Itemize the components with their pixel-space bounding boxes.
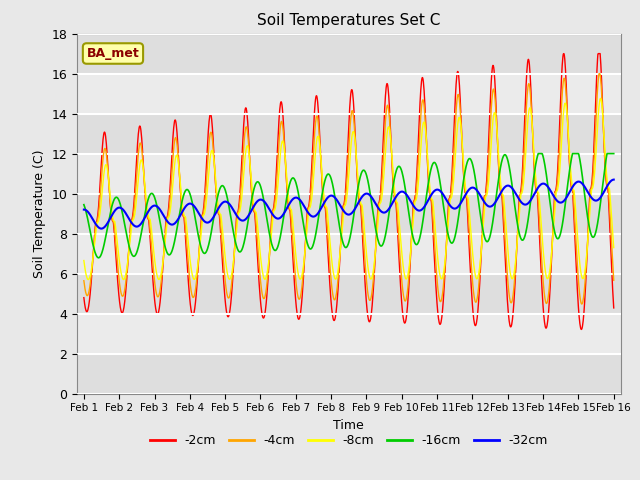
- Bar: [77, 73, 621, 114]
- Text: BA_met: BA_met: [86, 47, 140, 60]
- Bar: [77, 274, 621, 313]
- Bar: [77, 313, 621, 354]
- Bar: [77, 234, 621, 274]
- Bar: [77, 354, 621, 394]
- X-axis label: Time: Time: [333, 419, 364, 432]
- Bar: [77, 193, 621, 234]
- Y-axis label: Soil Temperature (C): Soil Temperature (C): [33, 149, 45, 278]
- Bar: [77, 154, 621, 193]
- Bar: [77, 114, 621, 154]
- Bar: [77, 34, 621, 73]
- Title: Soil Temperatures Set C: Soil Temperatures Set C: [257, 13, 440, 28]
- Legend: -2cm, -4cm, -8cm, -16cm, -32cm: -2cm, -4cm, -8cm, -16cm, -32cm: [145, 429, 553, 452]
